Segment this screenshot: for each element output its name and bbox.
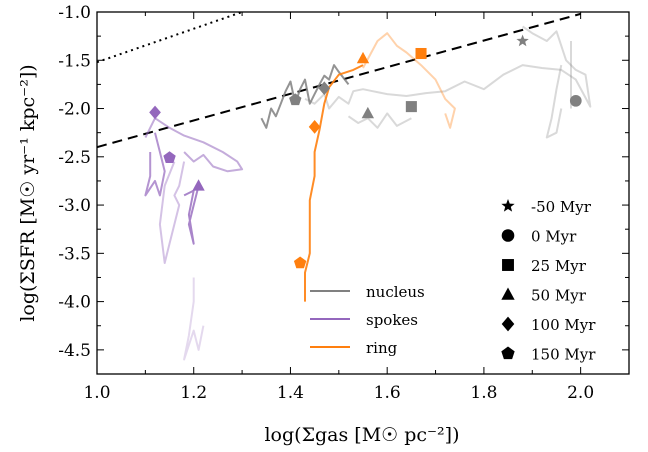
legend-marker-label: -50 Myr bbox=[531, 198, 592, 216]
y-tick-label: -3.0 bbox=[58, 196, 91, 216]
legend-marker-circle bbox=[501, 229, 515, 242]
ring-marker-50-Myr bbox=[356, 51, 370, 64]
spokes-track bbox=[158, 161, 186, 264]
spokes-marker-50-Myr bbox=[192, 179, 205, 191]
x-tick-label: 1.6 bbox=[374, 383, 401, 403]
nucleus-marker-minus-50-Myr bbox=[516, 34, 529, 47]
legend-marker-label: 100 Myr bbox=[531, 316, 596, 334]
nucleus-marker-150-Myr bbox=[289, 93, 302, 106]
x-tick-label: 1.0 bbox=[83, 383, 110, 403]
x-tick-label: 1.2 bbox=[180, 383, 207, 403]
nucleus-marker-100-Myr bbox=[318, 81, 331, 96]
legend-marker-triangle bbox=[501, 287, 515, 300]
nucleus-track bbox=[545, 64, 563, 139]
plot-area bbox=[97, 12, 592, 361]
nucleus-marker-25-Myr bbox=[405, 101, 417, 113]
x-axis-label: log(Σgas [M☉ pc⁻²]) bbox=[264, 424, 459, 446]
legend-label-spokes: spokes bbox=[366, 311, 418, 329]
legend-marker-diamond bbox=[501, 316, 515, 332]
dotted-reference-line bbox=[97, 12, 243, 64]
y-tick-label: -2.0 bbox=[58, 100, 91, 120]
legend-label-nucleus: nucleus bbox=[366, 283, 425, 301]
dashed-reference-line bbox=[97, 12, 581, 149]
y-tick-label: -3.5 bbox=[58, 244, 91, 264]
ring-marker-150-Myr bbox=[293, 256, 307, 269]
spokes-track bbox=[183, 185, 200, 245]
plot-frame bbox=[96, 11, 630, 375]
legend-marker-label: 0 Myr bbox=[531, 228, 577, 246]
y-tick-label: -2.5 bbox=[58, 148, 91, 168]
x-tick-label: 1.8 bbox=[470, 383, 497, 403]
legend-marker-label: 150 Myr bbox=[531, 346, 596, 364]
y-tick-label: -1.0 bbox=[58, 3, 91, 23]
nucleus-track bbox=[260, 64, 350, 129]
nucleus-marker-50-Myr bbox=[361, 106, 375, 119]
x-tick-label: 1.4 bbox=[277, 383, 304, 403]
y-axis-label: log(ΣSFR [M☉ yr⁻¹ kpc⁻²]) bbox=[17, 64, 39, 321]
nucleus-marker-0-Myr bbox=[569, 94, 582, 107]
legend-marker-pentagon bbox=[501, 346, 515, 360]
spokes-marker-100-Myr bbox=[149, 105, 161, 120]
spokes-track bbox=[144, 117, 244, 173]
legend-label-ring: ring bbox=[366, 339, 398, 357]
ring-marker-100-Myr bbox=[308, 120, 321, 134]
legend-marker-square bbox=[502, 259, 514, 271]
axes: 1.0 1.2 1.4 1.6 1.8 2.0 -1.0 -1.5 -2.0 -2.5 -3.0 -3… bbox=[58, 3, 630, 403]
y-tick-label: -1.5 bbox=[58, 51, 91, 71]
legend-marker-label: 50 Myr bbox=[531, 287, 587, 305]
spokes-marker-150-Myr bbox=[163, 151, 176, 164]
ring-track bbox=[304, 64, 364, 302]
y-tick-label: -4.5 bbox=[58, 341, 91, 361]
ring-track bbox=[362, 32, 456, 129]
spokes-track bbox=[144, 132, 166, 197]
spokes-track bbox=[183, 277, 205, 361]
y-tick-label: -4.0 bbox=[58, 293, 91, 313]
nucleus-track bbox=[304, 25, 592, 110]
nucleus-track bbox=[347, 112, 412, 129]
legends: nucleus spokes ring -50 Myr 0 Myr 25 Myr 50 My… bbox=[310, 198, 596, 364]
x-tick-label: 2.0 bbox=[567, 383, 594, 403]
legend-marker-label: 25 Myr bbox=[531, 257, 587, 275]
legend-marker-star bbox=[501, 199, 515, 212]
ring-marker-25-Myr bbox=[415, 47, 427, 60]
